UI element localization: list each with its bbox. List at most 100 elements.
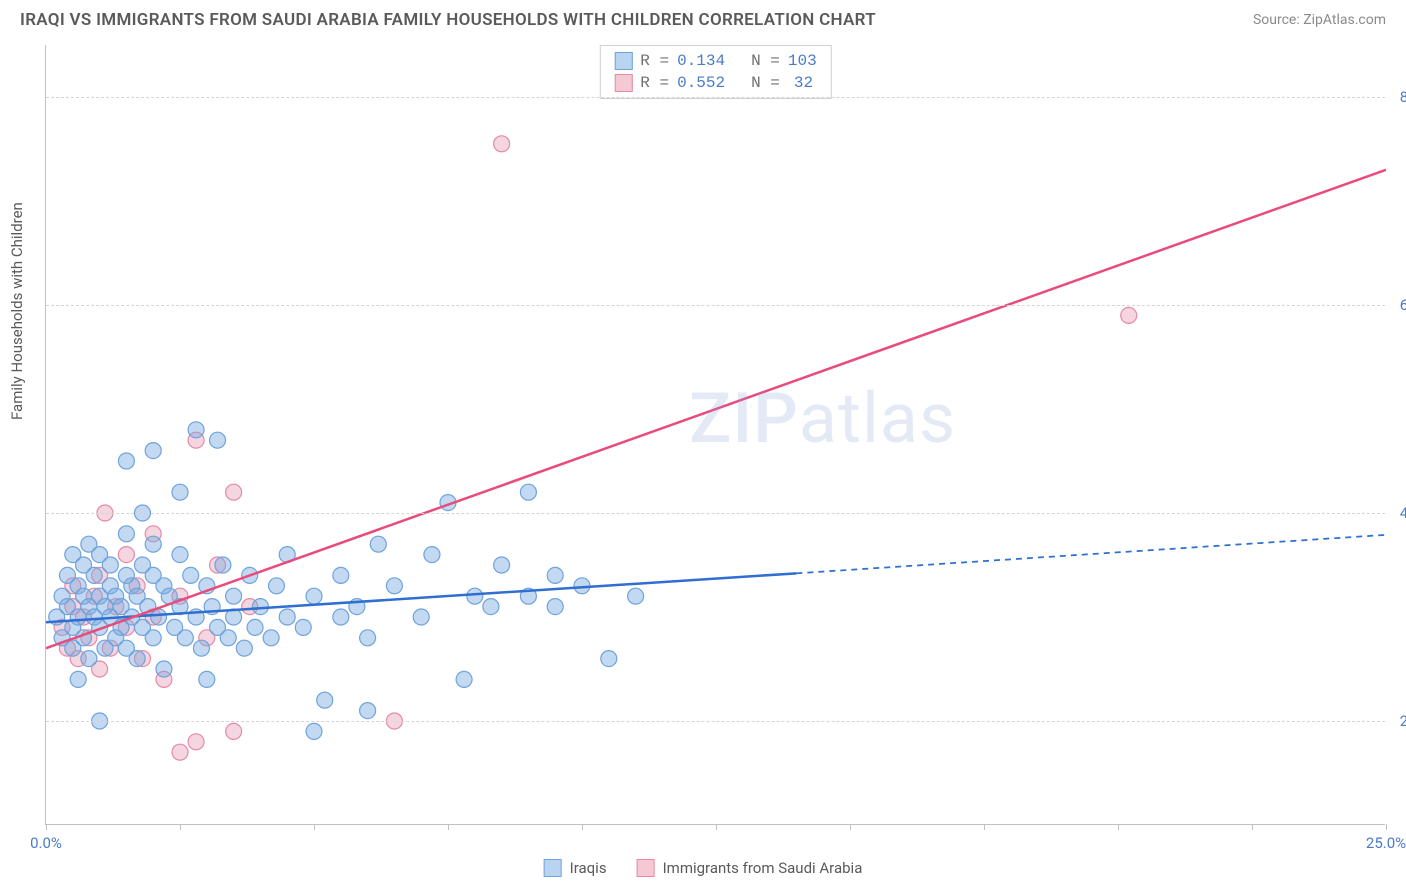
data-point — [151, 609, 167, 625]
data-point — [520, 484, 536, 500]
r-label: R = — [640, 52, 669, 70]
source-label: Source: ZipAtlas.com — [1253, 12, 1386, 28]
n-value-saudi: 32 — [788, 74, 813, 92]
data-point — [467, 588, 483, 604]
grid-line — [46, 97, 1385, 98]
data-point — [81, 651, 97, 667]
chart-container: IRAQI VS IMMIGRANTS FROM SAUDI ARABIA FA… — [0, 0, 1406, 892]
data-point — [1121, 307, 1137, 323]
data-point — [145, 630, 161, 646]
legend-row-saudi: R = 0.552 N = 32 — [614, 72, 816, 94]
data-point — [279, 609, 295, 625]
data-point — [70, 671, 86, 687]
ytick-label: 60.0% — [1400, 296, 1406, 314]
xtick-mark — [716, 824, 717, 830]
n-label: N = — [751, 52, 780, 70]
y-axis-label: Family Households with Children — [8, 202, 26, 420]
data-point — [601, 651, 617, 667]
data-point — [370, 536, 386, 552]
data-point — [360, 630, 376, 646]
data-point — [215, 557, 231, 573]
data-point — [193, 640, 209, 656]
xtick-mark — [314, 824, 315, 830]
data-point — [494, 136, 510, 152]
data-point — [268, 578, 284, 594]
xtick-mark — [1252, 824, 1253, 830]
xtick-mark — [1386, 824, 1387, 830]
xtick-mark — [448, 824, 449, 830]
data-point — [547, 567, 563, 583]
swatch-saudi-bottom — [637, 859, 655, 877]
series-label-iraqis: Iraqis — [570, 859, 607, 877]
data-point — [172, 484, 188, 500]
data-point — [172, 744, 188, 760]
xtick-mark — [1118, 824, 1119, 830]
data-point — [263, 630, 279, 646]
xtick-mark — [582, 824, 583, 830]
data-point — [145, 443, 161, 459]
r-value-iraqis: 0.134 — [677, 52, 725, 70]
data-point — [226, 588, 242, 604]
xtick-label: 25.0% — [1366, 834, 1406, 852]
data-point — [628, 588, 644, 604]
swatch-saudi — [614, 74, 632, 92]
data-point — [188, 422, 204, 438]
data-point — [252, 599, 268, 615]
plot-svg — [46, 45, 1386, 825]
ytick-label: 80.0% — [1400, 88, 1406, 106]
data-point — [210, 432, 226, 448]
grid-line — [46, 305, 1385, 306]
data-point — [177, 630, 193, 646]
data-point — [145, 536, 161, 552]
trend-line-dashed — [796, 535, 1386, 573]
grid-line — [46, 721, 1385, 722]
data-point — [295, 619, 311, 635]
data-point — [386, 578, 402, 594]
legend-item-saudi: Immigrants from Saudi Arabia — [637, 859, 863, 877]
plot-area: ZIPatlas R = 0.134 N = 103 R = 0.552 N =… — [45, 45, 1385, 825]
data-point — [483, 599, 499, 615]
data-point — [86, 567, 102, 583]
data-point — [456, 671, 472, 687]
correlation-legend: R = 0.134 N = 103 R = 0.552 N = 32 — [599, 45, 831, 99]
data-point — [118, 547, 134, 563]
n-label-2: N = — [751, 74, 780, 92]
data-point — [306, 723, 322, 739]
r-value-saudi: 0.552 — [677, 74, 725, 92]
chart-title: IRAQI VS IMMIGRANTS FROM SAUDI ARABIA FA… — [20, 10, 876, 30]
data-point — [226, 723, 242, 739]
data-point — [413, 609, 429, 625]
data-point — [494, 557, 510, 573]
data-point — [247, 619, 263, 635]
data-point — [424, 547, 440, 563]
legend-item-iraqis: Iraqis — [544, 859, 607, 877]
data-point — [226, 484, 242, 500]
data-point — [360, 703, 376, 719]
data-point — [118, 526, 134, 542]
xtick-label: 0.0% — [30, 834, 62, 852]
data-point — [306, 588, 322, 604]
ytick-label: 20.0% — [1400, 712, 1406, 730]
data-point — [333, 567, 349, 583]
data-point — [129, 651, 145, 667]
series-legend: Iraqis Immigrants from Saudi Arabia — [544, 859, 863, 877]
xtick-mark — [180, 824, 181, 830]
data-point — [102, 557, 118, 573]
data-point — [156, 661, 172, 677]
legend-row-iraqis: R = 0.134 N = 103 — [614, 50, 816, 72]
xtick-mark — [46, 824, 47, 830]
swatch-iraqis — [614, 52, 632, 70]
data-point — [220, 630, 236, 646]
header: IRAQI VS IMMIGRANTS FROM SAUDI ARABIA FA… — [0, 0, 1406, 35]
r-label-2: R = — [640, 74, 669, 92]
data-point — [188, 734, 204, 750]
data-point — [118, 453, 134, 469]
xtick-mark — [984, 824, 985, 830]
ytick-label: 40.0% — [1400, 504, 1406, 522]
data-point — [333, 609, 349, 625]
data-point — [199, 671, 215, 687]
series-label-saudi: Immigrants from Saudi Arabia — [663, 859, 863, 877]
trend-line — [46, 170, 1386, 648]
xtick-mark — [850, 824, 851, 830]
grid-line — [46, 513, 1385, 514]
